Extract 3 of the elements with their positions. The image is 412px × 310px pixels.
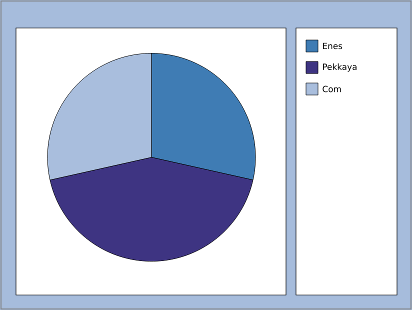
legend-label: Enes [323, 42, 342, 50]
legend-label: Pekkaya [323, 63, 356, 72]
legend-label: Com [322, 86, 341, 92]
